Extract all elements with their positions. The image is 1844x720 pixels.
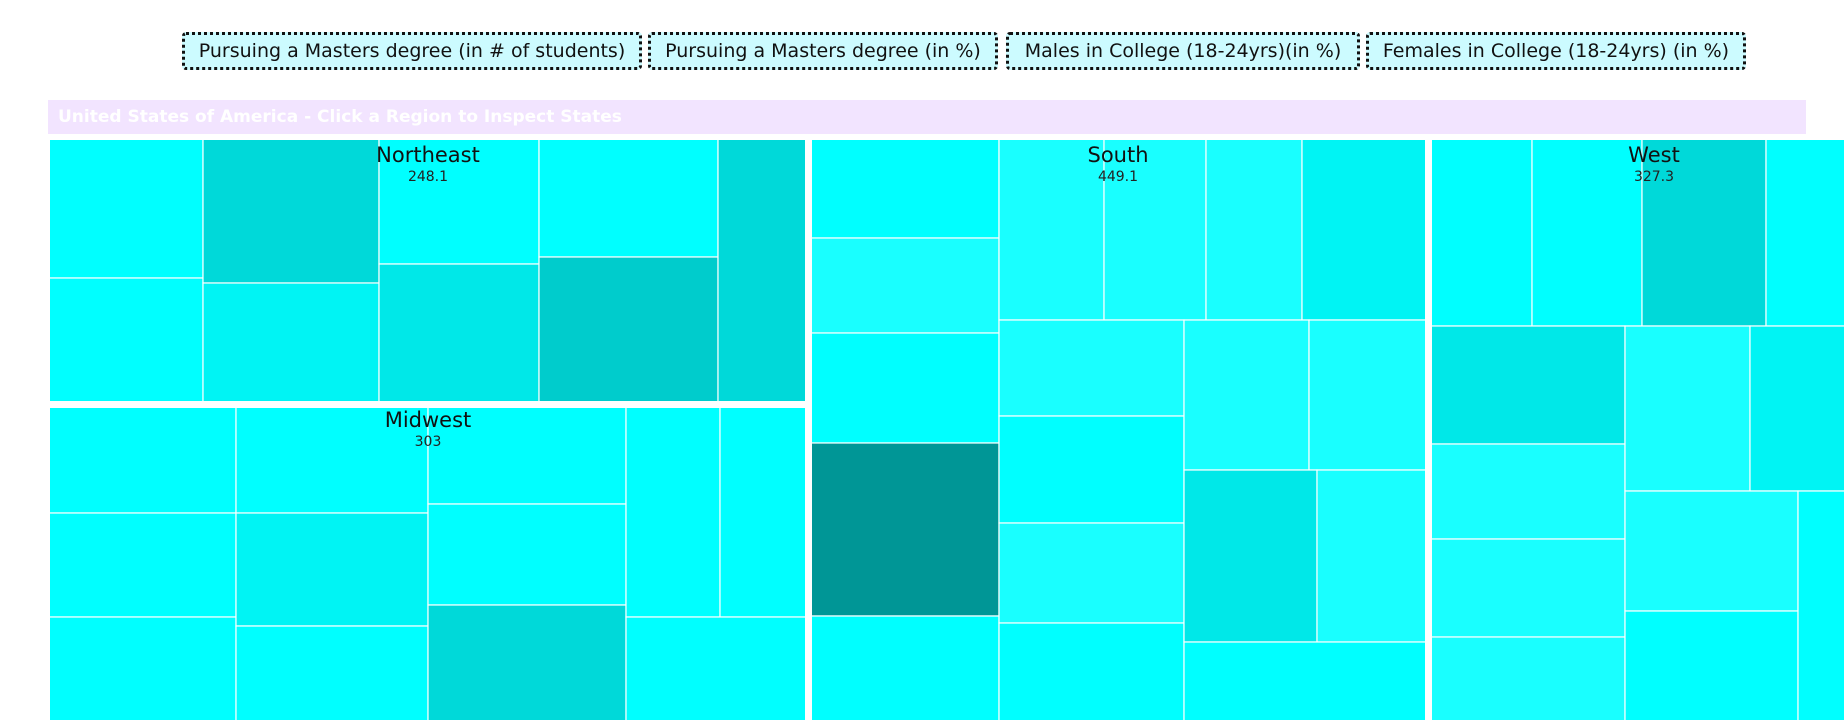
- midwest-state-cell[interactable]: [427, 604, 627, 720]
- masters-percent-button[interactable]: Pursuing a Masters degree (in %): [648, 32, 998, 70]
- south-state-cell[interactable]: [1308, 319, 1428, 471]
- south-region-border: [808, 136, 1429, 720]
- northeast-state-cell[interactable]: [202, 137, 380, 284]
- west-state-cell[interactable]: [1429, 443, 1626, 540]
- west-region-value: 327.3: [1634, 169, 1674, 185]
- west-state-cell[interactable]: [1765, 137, 1844, 327]
- west-state-cell[interactable]: [1624, 325, 1751, 492]
- northeast-state-cell[interactable]: [717, 137, 808, 404]
- midwest-state-cell[interactable]: [235, 625, 429, 720]
- midwest-state-cell[interactable]: [47, 512, 237, 618]
- south-state-cell[interactable]: [1183, 469, 1318, 643]
- west-state-cell[interactable]: [1429, 538, 1626, 638]
- west-state-cell[interactable]: [1749, 325, 1844, 492]
- south-state-cell[interactable]: [1183, 641, 1428, 720]
- midwest-region-label: Midwest: [385, 408, 472, 432]
- south-state-cell[interactable]: [809, 442, 1000, 617]
- south-state-cell[interactable]: [998, 622, 1185, 720]
- south-state-cell[interactable]: [998, 319, 1185, 417]
- west-region-border: [1428, 136, 1844, 720]
- west-state-cell[interactable]: [1429, 325, 1626, 445]
- males-college-button[interactable]: Males in College (18-24yrs)(in %): [1006, 32, 1360, 70]
- chart-title: United States of America - Click a Regio…: [58, 107, 622, 127]
- west-state-cell[interactable]: [1641, 137, 1767, 327]
- midwest-state-cell[interactable]: [625, 405, 721, 618]
- region-midwest[interactable]: Midwest 303: [46, 404, 809, 720]
- south-state-cell[interactable]: [1103, 137, 1207, 321]
- south-region-value: 449.1: [1098, 169, 1138, 185]
- midwest-region-value: 303: [415, 434, 442, 450]
- northeast-state-cell[interactable]: [47, 277, 204, 404]
- south-state-cell[interactable]: [1183, 319, 1310, 471]
- south-region-label: South: [1087, 143, 1148, 167]
- midwest-state-cell[interactable]: [47, 405, 237, 514]
- south-state-cell[interactable]: [809, 237, 1000, 334]
- northeast-state-cell[interactable]: [202, 282, 380, 404]
- northeast-state-cell[interactable]: [538, 137, 719, 258]
- south-state-cell[interactable]: [809, 615, 1000, 720]
- northeast-region-label: Northeast: [376, 143, 480, 167]
- south-state-cell[interactable]: [1316, 469, 1428, 643]
- west-state-cell[interactable]: [1797, 490, 1844, 720]
- west-state-cell[interactable]: [1531, 137, 1643, 327]
- midwest-state-cell[interactable]: [235, 512, 429, 627]
- northeast-state-cell[interactable]: [378, 263, 540, 404]
- region-south[interactable]: South 449.1: [808, 136, 1429, 720]
- south-state-cell[interactable]: [998, 415, 1185, 524]
- west-state-cell[interactable]: [1429, 137, 1533, 327]
- northeast-state-cell[interactable]: [538, 256, 719, 404]
- females-college-button[interactable]: Females in College (18-24yrs) (in %): [1366, 32, 1746, 70]
- south-state-cell[interactable]: [998, 522, 1185, 624]
- south-state-cell[interactable]: [809, 332, 1000, 444]
- northeast-state-cell[interactable]: [47, 137, 204, 279]
- midwest-region-border: [46, 404, 809, 720]
- south-state-cell[interactable]: [1301, 137, 1428, 321]
- midwest-state-cell[interactable]: [427, 405, 627, 505]
- midwest-state-cell[interactable]: [427, 503, 627, 606]
- northeast-state-cell[interactable]: [378, 137, 540, 265]
- northeast-region-value: 248.1: [408, 169, 448, 185]
- region-west[interactable]: West 327.3: [1428, 136, 1844, 720]
- south-state-cell[interactable]: [1205, 137, 1303, 321]
- northeast-region-border: [46, 136, 809, 405]
- west-state-cell[interactable]: [1429, 636, 1626, 720]
- midwest-state-cell[interactable]: [47, 616, 237, 720]
- masters-count-button[interactable]: Pursuing a Masters degree (in # of stude…: [182, 32, 642, 70]
- south-state-cell[interactable]: [809, 137, 1000, 239]
- west-state-cell[interactable]: [1624, 610, 1799, 720]
- west-state-cell[interactable]: [1624, 490, 1799, 612]
- midwest-state-cell[interactable]: [625, 616, 808, 720]
- region-northeast[interactable]: Northeast 248.1: [46, 136, 809, 405]
- west-region-label: West: [1628, 143, 1680, 167]
- metric-button-row: Pursuing a Masters degree (in # of stude…: [0, 32, 1844, 72]
- midwest-state-cell[interactable]: [235, 405, 429, 514]
- chart-header[interactable]: United States of America - Click a Regio…: [48, 100, 1806, 134]
- midwest-state-cell[interactable]: [719, 405, 808, 618]
